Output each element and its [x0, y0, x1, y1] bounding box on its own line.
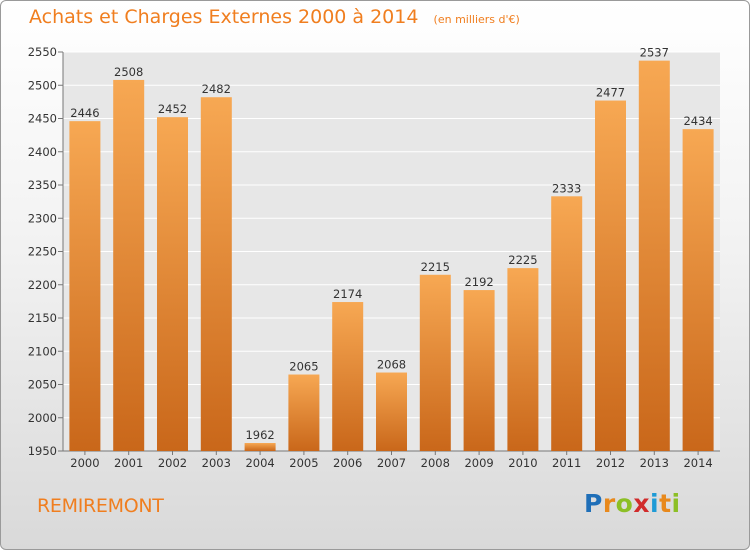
y-tick-label: 2300 — [28, 211, 57, 225]
x-tick-label: 2005 — [289, 456, 318, 470]
chart-title: Achats et Charges Externes 2000 à 2014 — [29, 6, 419, 28]
y-tick-label: 2050 — [28, 378, 57, 392]
city-name: REMIREMONT — [37, 495, 164, 517]
bar — [682, 129, 714, 451]
data-label: 2477 — [596, 86, 625, 100]
y-tick-label: 2100 — [28, 344, 57, 358]
bar — [244, 443, 276, 451]
x-tick-label: 2006 — [333, 456, 362, 470]
data-label: 2215 — [421, 260, 450, 274]
x-tick-label: 2002 — [158, 456, 187, 470]
bar — [551, 196, 583, 451]
y-tick-label: 2350 — [28, 178, 57, 192]
data-label: 1962 — [245, 428, 274, 442]
proxiti-logo: Proxiti — [584, 489, 681, 518]
chart-subtitle: (en milliers d'€) — [433, 13, 520, 26]
bar — [463, 290, 495, 451]
x-tick-label: 2007 — [377, 456, 406, 470]
data-label: 2225 — [508, 253, 537, 267]
bar — [638, 60, 670, 452]
y-tick-label: 1950 — [28, 444, 57, 458]
x-tick-label: 2013 — [640, 456, 669, 470]
data-label: 2174 — [333, 287, 362, 301]
logo-letter: i — [671, 489, 681, 518]
y-tick-label: 2500 — [28, 78, 57, 92]
x-tick-label: 2003 — [202, 456, 231, 470]
bar — [595, 100, 626, 452]
y-tick-label: 2150 — [28, 311, 57, 325]
x-tick-label: 2004 — [245, 456, 274, 470]
x-tick-label: 2014 — [683, 456, 712, 470]
data-label: 2446 — [70, 106, 99, 120]
x-tick-label: 2008 — [421, 456, 450, 470]
bar — [200, 97, 232, 451]
bar — [507, 268, 539, 451]
data-label: 2068 — [377, 358, 406, 372]
data-label: 2452 — [158, 102, 187, 116]
y-tick-label: 2000 — [28, 411, 57, 425]
data-label: 2333 — [552, 181, 581, 195]
bar-chart: 1950 2000 2050 2100 2150 2200 2250 2300 2350 2400… — [28, 45, 720, 470]
title-row: Achats et Charges Externes 2000 à 2014 (… — [29, 6, 520, 28]
logo-letter: r — [602, 489, 616, 518]
x-tick-label: 2010 — [508, 456, 537, 470]
data-label: 2537 — [640, 46, 669, 60]
data-label: 2434 — [683, 114, 712, 128]
y-tick-label: 2250 — [28, 245, 57, 259]
logo-letter: t — [659, 489, 672, 518]
data-label: 2065 — [289, 360, 318, 374]
logo-letter: o — [615, 489, 634, 518]
y-tick-label: 2400 — [28, 145, 57, 159]
bar — [69, 121, 101, 451]
logo-letter: i — [650, 489, 660, 518]
x-tick-label: 2009 — [464, 456, 493, 470]
bar — [157, 117, 188, 452]
y-tick-label: 2450 — [28, 112, 57, 126]
bar — [288, 374, 320, 451]
y-tick-label: 2200 — [28, 278, 57, 292]
data-label: 2482 — [202, 82, 231, 96]
x-tick-label: 2012 — [596, 456, 625, 470]
bar — [419, 274, 451, 451]
x-tick-label: 2011 — [552, 456, 581, 470]
bar — [376, 372, 407, 451]
x-tick-label: 2001 — [114, 456, 143, 470]
data-label: 2192 — [464, 275, 493, 289]
data-label: 2508 — [114, 65, 143, 79]
bar — [113, 79, 145, 452]
y-tick-label: 2550 — [28, 45, 57, 59]
logo-letter: P — [584, 489, 603, 518]
x-tick-label: 2000 — [70, 456, 99, 470]
logo-letter: x — [633, 489, 650, 518]
bar — [332, 302, 364, 451]
